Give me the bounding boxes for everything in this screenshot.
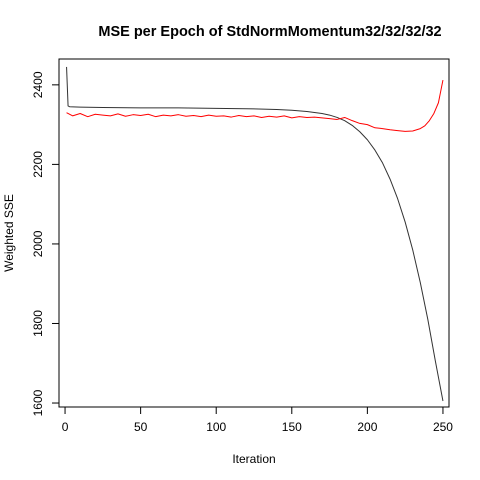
y-tick-label: 1800	[31, 310, 45, 337]
x-tick-label: 150	[282, 420, 302, 434]
series-line-2	[66, 79, 444, 132]
plot-frame	[58, 58, 450, 408]
y-axis-label: Weighted SSE	[2, 194, 16, 272]
series-line-1	[66, 66, 444, 402]
x-axis: 0 50 100 150 200 250	[62, 406, 453, 434]
y-tick-label: 2400	[31, 71, 45, 98]
y-tick-label: 2200	[31, 151, 45, 178]
series-layer	[66, 66, 444, 402]
x-tick-label: 0	[62, 420, 69, 434]
x-tick-label: 100	[206, 420, 226, 434]
x-axis-label: Iteration	[232, 452, 275, 466]
y-tick-label: 2000	[31, 230, 45, 257]
y-tick-label: 1600	[31, 389, 45, 416]
y-axis: 1600 1800 2000 2200 2400	[31, 71, 60, 416]
x-tick-label: 250	[433, 420, 453, 434]
x-tick-label: 200	[357, 420, 377, 434]
chart-title: MSE per Epoch of StdNormMomentum32/32/32…	[98, 24, 441, 40]
x-tick-label: 50	[134, 420, 148, 434]
